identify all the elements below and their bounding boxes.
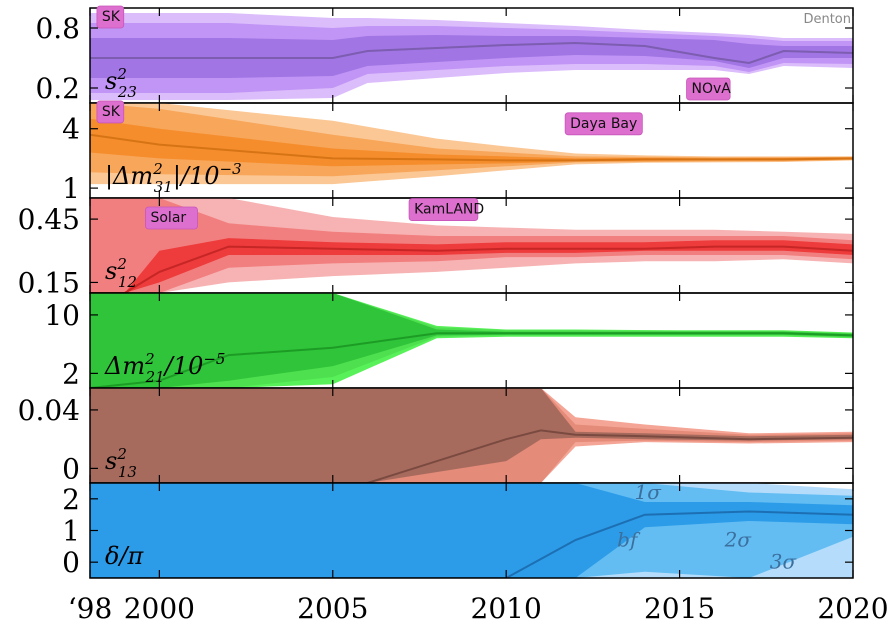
x-tick-label: 2020	[817, 592, 888, 625]
best-fit-line-dm21	[90, 332, 853, 388]
band-1sigma-s12	[90, 238, 853, 293]
best-fit-line-s12	[90, 245, 853, 293]
experiment-badge-box	[408, 198, 479, 221]
x-tick-label: 2000	[124, 592, 195, 625]
y-tick-label-s12: 0.45	[18, 203, 80, 236]
band-1sigma-delta	[90, 483, 853, 578]
experiment-badge: KamLAND	[408, 198, 484, 221]
y-tick-label-dm21: 2	[62, 357, 80, 390]
panel-plot-area-s12	[90, 198, 853, 293]
parameter-label-delta: δ/π	[105, 542, 145, 570]
experiment-badge: NOvA	[686, 77, 732, 101]
band-1sigma-s23	[90, 35, 853, 78]
panel-plot-area-dm31	[90, 103, 853, 185]
panel-plot-area-s23	[90, 13, 853, 100]
band-1sigma-dm21	[90, 293, 853, 388]
panel-s13: 0.04 0 s2 13	[18, 387, 854, 485]
y-tick-label-delta: 0	[62, 546, 80, 579]
credit-text: Denton	[803, 12, 851, 27]
experiment-badge-label: NOvA	[692, 81, 732, 97]
experiment-badge: Daya Bay	[564, 112, 643, 136]
y-tick-label-dm31: 4	[62, 113, 80, 146]
best-fit-line-s23	[90, 41, 853, 65]
y-tick-label-delta: 1	[62, 515, 80, 548]
y-tick-label-s12: 0.15	[18, 266, 80, 299]
parameter-label-dm21: Δm2 21/10−5	[104, 350, 225, 386]
experiment-badge: SK	[96, 5, 125, 29]
x-axis: ‘98 2000 2005 2010 2015 2020	[68, 592, 889, 625]
y-tick-label-dm31: 1	[62, 172, 80, 205]
experiment-badge: SK	[96, 100, 125, 124]
y-tick-label-s23: 0.2	[35, 72, 80, 105]
x-tick-label: 2010	[471, 592, 542, 625]
y-tick-label-delta: 2	[62, 483, 80, 516]
best-fit-line-s13	[90, 429, 853, 483]
y-tick-label-s13: 0.04	[18, 394, 80, 427]
panel-dm21: 10 2 Δm2 21/10−5	[44, 292, 854, 390]
panel-plot-area-s13	[90, 388, 853, 483]
sigma-annotation: 2σ	[724, 527, 753, 551]
panel-plot-area-delta	[90, 483, 853, 578]
parameter-label-s23: s2 23	[105, 65, 137, 101]
x-tick-label: 2015	[644, 592, 715, 625]
experiment-badge: Solar	[145, 206, 198, 230]
y-tick-label-s13: 0	[62, 452, 80, 485]
panel-dm31: 4 1 |Δm2 31|/10−3	[62, 102, 854, 205]
best-fit-line-dm31	[90, 133, 853, 162]
x-tick-label: ‘98	[68, 592, 113, 625]
parameter-label-dm31: |Δm2 31|/10−3	[105, 160, 242, 196]
panel-delta: 210 δ/π	[62, 482, 854, 579]
experiment-badge-label: SK	[102, 9, 121, 25]
x-tick-label: 2005	[297, 592, 368, 625]
best-fit-line-delta	[90, 510, 853, 578]
experiment-badge-box	[145, 206, 198, 230]
sigma-annotation: bf	[617, 527, 641, 551]
panel-plot-area-dm21	[90, 293, 853, 388]
parameter-label-s13: s2 13	[105, 445, 137, 481]
panel-s23: 0.8 0.2 s2 23	[35, 7, 854, 105]
experiment-badge-label: KamLAND	[414, 202, 484, 218]
y-tick-label-s23: 0.8	[35, 12, 80, 45]
band-1sigma-s13	[90, 388, 853, 483]
sigma-annotation: 3σ	[770, 550, 798, 574]
experiment-badge-box	[96, 100, 125, 124]
experiment-badge-box	[96, 5, 125, 29]
experiment-badge-box	[686, 77, 731, 101]
panel-s12: 0.45 0.15 s2 12	[18, 197, 854, 299]
experiment-badge-label: SK	[102, 104, 121, 120]
sigma-annotation: 1σ	[635, 480, 663, 504]
experiment-badge-label: Solar	[150, 210, 186, 226]
experiment-badge-box	[564, 112, 643, 136]
y-tick-label-dm21: 10	[44, 299, 80, 332]
experiment-badge-label: Daya Bay	[570, 116, 637, 132]
parameter-label-s12: s2 12	[105, 255, 137, 291]
